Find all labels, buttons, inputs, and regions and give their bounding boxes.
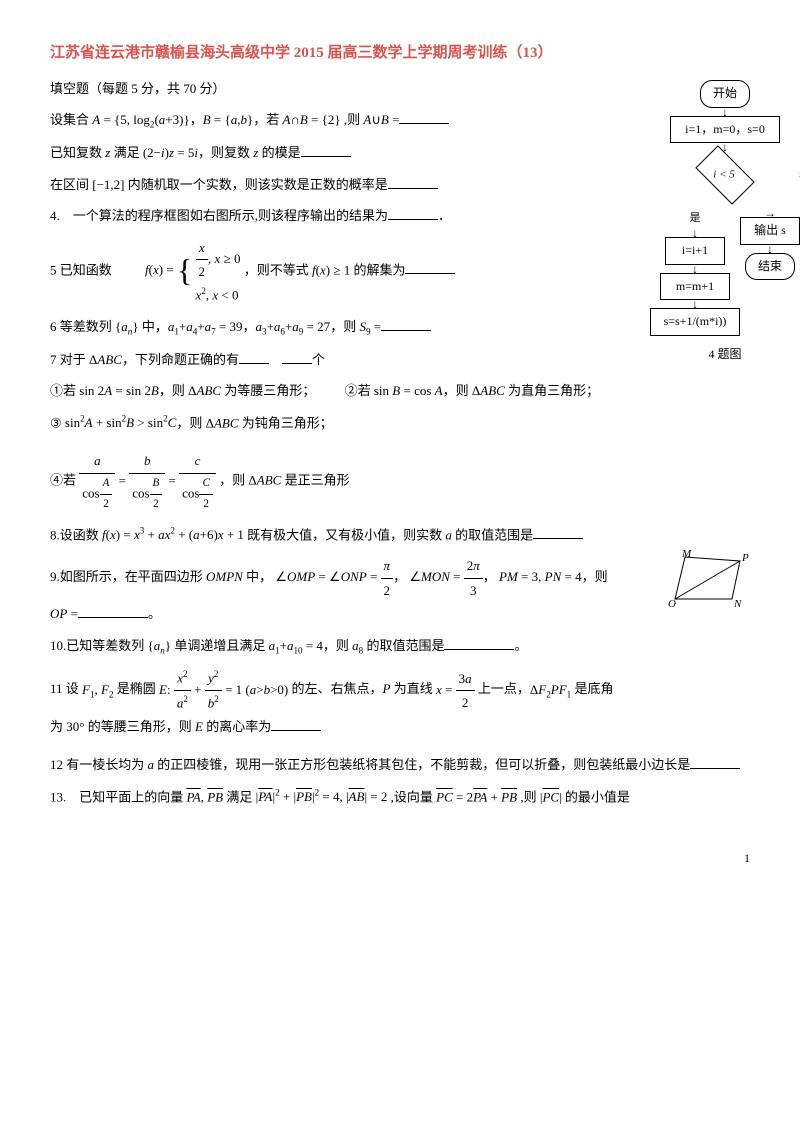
q9: 9.如图所示，在平面四边形 OMPN 中， ∠OMP = ∠ONP = π2， …	[50, 554, 750, 625]
q7: 7 对于 ΔABC，下列命题正确的有 个	[50, 348, 750, 371]
q11: 11 设 F1, F2 是椭圆 E: x2a2 + y2b2 = 1 (a>b>…	[50, 666, 750, 738]
page-title: 江苏省连云港市赣榆县海头高级中学 2015 届高三数学上学期周考训练（13）	[50, 40, 750, 67]
svg-text:O: O	[668, 598, 676, 610]
subtitle: 填空题（每题 5 分，共 70 分）	[50, 77, 750, 100]
q6: 6 等差数列 {an} 中，a1+a4+a7 = 39，a3+a6+a9 = 2…	[50, 315, 750, 340]
q8: 8.设函数 f(x) = x3 + ax2 + (a+6)x + 1 既有极大值…	[50, 523, 750, 547]
q7-opt1-2: ①若 sin 2A = sin 2B，则 ΔABC 为等腰三角形； ②若 sin…	[50, 379, 750, 402]
svg-text:N: N	[733, 598, 742, 610]
svg-text:P: P	[741, 552, 749, 564]
q5: 5 已知函数 f(x) = { x2, x ≥ 0 x2, x < 0 ，则不等…	[50, 236, 750, 308]
q2: 已知复数 z 满足 (2−i)z = 5i，则复数 z 的模是	[50, 141, 750, 164]
fc-start: 开始	[700, 80, 750, 108]
quadrilateral-diagram: M P O N	[660, 549, 750, 614]
svg-text:M: M	[681, 549, 692, 560]
q7-opt3: ③ sin2A + sin2B > sin2C，则 ΔABC 为钝角三角形；	[50, 411, 750, 435]
q7-opt4: ④若 acosA2 = bcosB2 = ccosC2 ，则 ΔABC 是正三角…	[50, 449, 750, 514]
page-number: 1	[50, 848, 750, 870]
q1: 设集合 A = {5, log2(a+3)}，B = {a,b}，若 A∩B =…	[50, 108, 750, 133]
q4: 4. 一个算法的程序框图如右图所示,则该程序输出的结果为．	[50, 204, 750, 227]
q10: 10.已知等差数列 {an} 单调递增且满足 a1+a10 = 4，则 a8 的…	[50, 634, 750, 659]
q13: 13. 已知平面上的向量 PA, PB 满足 |PA|2 + |PB|2 = 4…	[50, 785, 750, 809]
q3: 在区间 [−1,2] 内随机取一个实数，则该实数是正数的概率是	[50, 173, 750, 196]
q12: 12 有一棱长均为 a 的正四棱锥，现用一张正方形包装纸将其包住，不能剪裁，但可…	[50, 753, 750, 776]
fc-end: 结束	[745, 253, 795, 281]
